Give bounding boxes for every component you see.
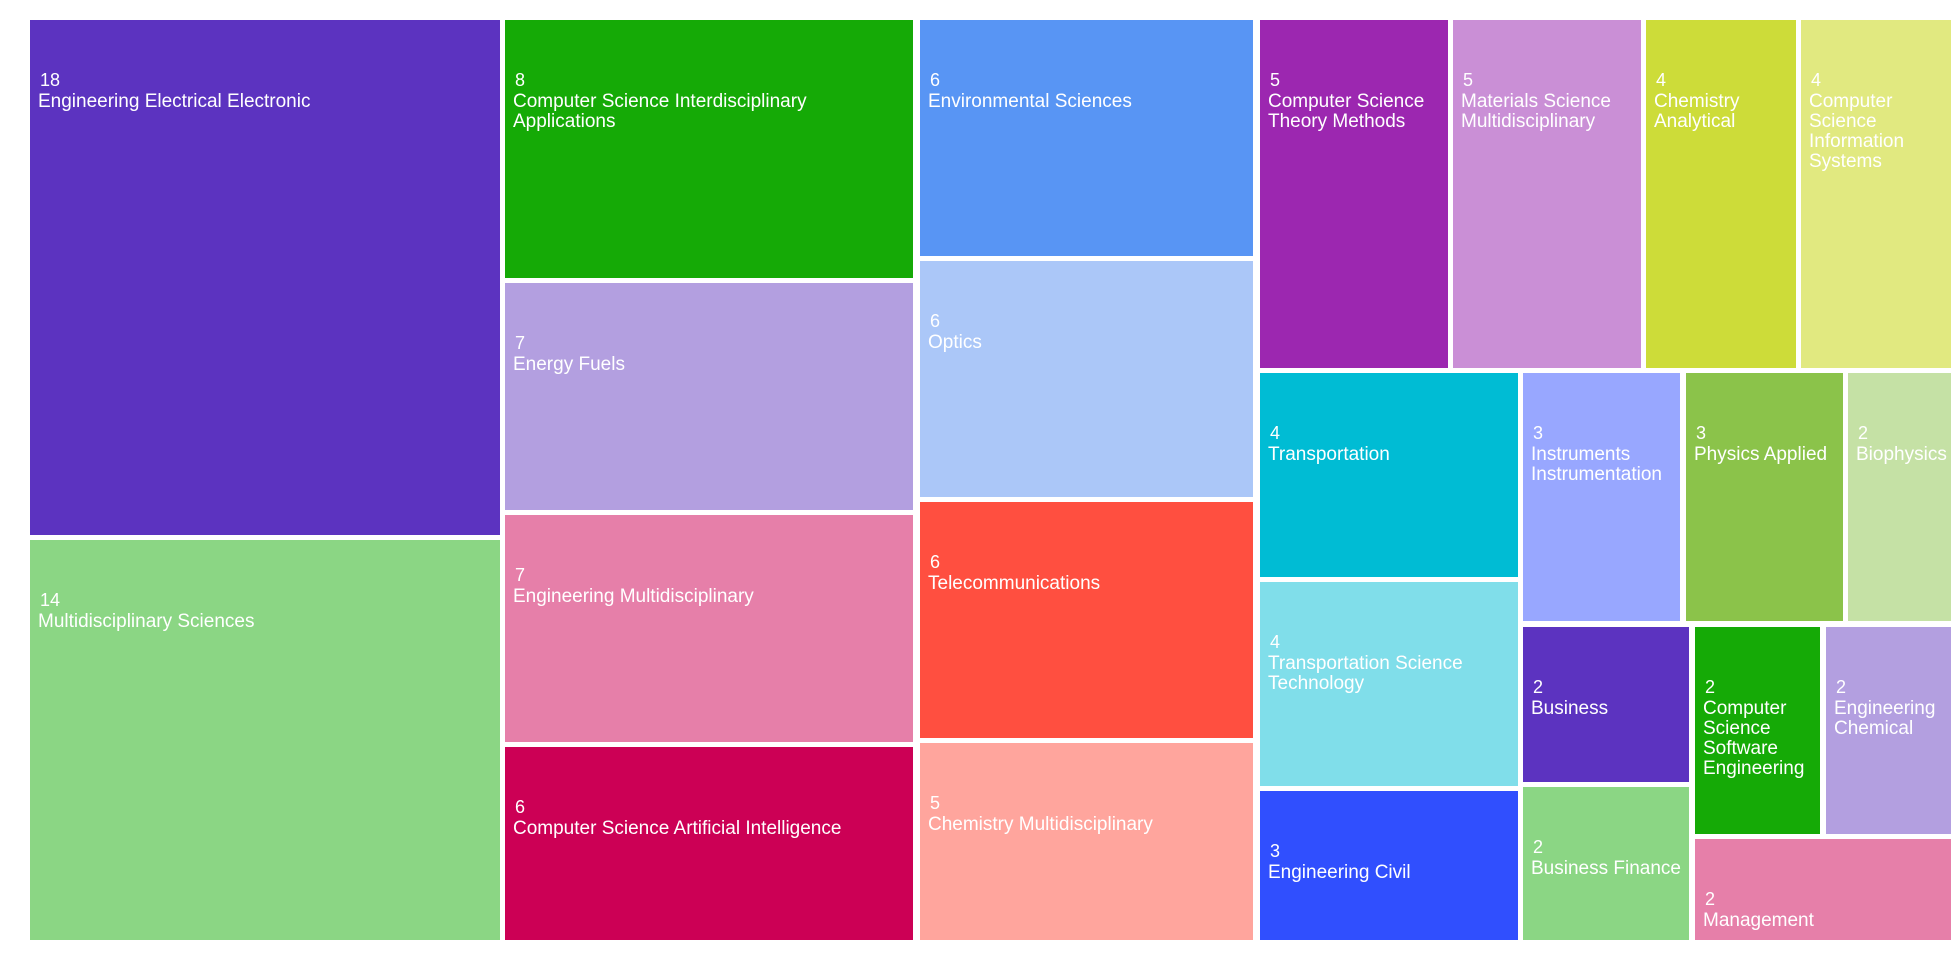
- tile-label: Engineering Electrical Electronic: [38, 91, 311, 112]
- treemap-tile: 4 Transportation Science Technology: [1260, 582, 1518, 786]
- tile-label: Chemistry Multidisciplinary: [928, 814, 1153, 835]
- treemap-tile: 3 Instruments Instrumentation: [1523, 373, 1680, 621]
- treemap-tile: 5 Chemistry Multidisciplinary: [920, 743, 1253, 940]
- treemap-tile: 6 Environmental Sciences: [920, 20, 1253, 256]
- tile-value: 2: [1533, 677, 1544, 697]
- treemap-tile: 8 Computer Science Interdisciplinary Appl…: [505, 20, 913, 278]
- tile-label: Computer Science Software Engineering: [1703, 698, 1805, 779]
- tile-value: 5: [930, 793, 941, 813]
- treemap-tile: 2 Business: [1523, 627, 1689, 782]
- tile-value: 6: [930, 311, 941, 331]
- treemap-tile: 6 Optics: [920, 261, 1253, 497]
- treemap-tile: 4 Transportation: [1260, 373, 1518, 577]
- tile-value: 18: [40, 70, 61, 90]
- tile-value: 2: [1836, 677, 1847, 697]
- treemap-tile: 18 Engineering Electrical Electronic: [30, 20, 500, 535]
- tile-value: 2: [1858, 423, 1869, 443]
- tile-label: Physics Applied: [1694, 444, 1828, 465]
- tile-label: Environmental Sciences: [928, 91, 1132, 112]
- tile-value: 6: [515, 797, 526, 817]
- treemap-tile: 2 Management: [1695, 839, 1951, 940]
- tile-label: Transportation: [1268, 444, 1390, 465]
- treemap-tile: 3 Engineering Civil: [1260, 791, 1518, 940]
- tile-value: 2: [1705, 677, 1716, 697]
- tile-label: Engineering Chemical: [1834, 698, 1941, 739]
- treemap-tile: 6 Computer Science Artificial Intelligenc…: [505, 747, 913, 940]
- tile-label: Materials Science Multidisciplinary: [1461, 91, 1617, 132]
- tile-label: Computer Science Information Systems: [1809, 91, 1910, 172]
- treemap-tile: 4 Computer Science Information Systems: [1801, 20, 1951, 368]
- treemap-tile: 2 Engineering Chemical: [1826, 627, 1951, 834]
- treemap-tile: 2 Biophysics: [1848, 373, 1951, 621]
- tile-label: Biophysics: [1856, 444, 1947, 465]
- tile-value: 7: [515, 333, 526, 353]
- tile-label: Chemistry Analytical: [1654, 91, 1744, 132]
- treemap-tile: 14 Multidisciplinary Sciences: [30, 540, 500, 940]
- treemap-tile: 7 Energy Fuels: [505, 283, 913, 510]
- tile-label: Computer Science Artificial Intelligence: [513, 818, 842, 839]
- tile-label: Transportation Science Technology: [1268, 653, 1468, 694]
- tile-value: 5: [1463, 70, 1474, 90]
- tile-label: Energy Fuels: [513, 354, 625, 375]
- tile-value: 7: [515, 565, 526, 585]
- tile-label: Computer Science Theory Methods: [1268, 91, 1430, 132]
- tile-label: Management: [1703, 910, 1814, 931]
- tile-value: 4: [1811, 70, 1822, 90]
- treemap-tile: 2 Computer Science Software Engineering: [1695, 627, 1820, 834]
- tile-value: 2: [1705, 889, 1716, 909]
- tile-label: Engineering Civil: [1268, 862, 1411, 883]
- treemap-tile: 7 Engineering Multidisciplinary: [505, 515, 913, 742]
- tile-label: Instruments Instrumentation: [1531, 444, 1662, 485]
- tile-value: 2: [1533, 837, 1544, 857]
- tile-label: Business: [1531, 698, 1609, 719]
- tile-value: 3: [1533, 423, 1544, 443]
- treemap-tile: 3 Physics Applied: [1686, 373, 1843, 621]
- tile-label: Multidisciplinary Sciences: [38, 611, 255, 632]
- treemap-tile: 6 Telecommunications: [920, 502, 1253, 738]
- tile-value: 6: [930, 552, 941, 572]
- tile-label: Business Finance: [1531, 858, 1681, 879]
- treemap-tile: 5 Materials Science Multidisciplinary: [1453, 20, 1641, 368]
- tile-value: 14: [40, 590, 61, 610]
- tile-label: Engineering Multidisciplinary: [513, 586, 754, 607]
- treemap-tile: 2 Business Finance: [1523, 787, 1689, 940]
- tile-value: 5: [1270, 70, 1281, 90]
- tile-value: 6: [930, 70, 941, 90]
- tile-value: 3: [1696, 423, 1707, 443]
- tile-value: 8: [515, 70, 526, 90]
- treemap-tile: 4 Chemistry Analytical: [1646, 20, 1796, 368]
- tile-label: Computer Science Interdisciplinary Appli…: [513, 91, 811, 132]
- tile-value: 4: [1656, 70, 1667, 90]
- tile-value: 4: [1270, 632, 1281, 652]
- treemap-tile: 5 Computer Science Theory Methods: [1260, 20, 1448, 368]
- tile-value: 3: [1270, 841, 1281, 861]
- tile-label: Telecommunications: [928, 573, 1101, 594]
- tile-label: Optics: [928, 332, 982, 353]
- tile-value: 4: [1270, 423, 1281, 443]
